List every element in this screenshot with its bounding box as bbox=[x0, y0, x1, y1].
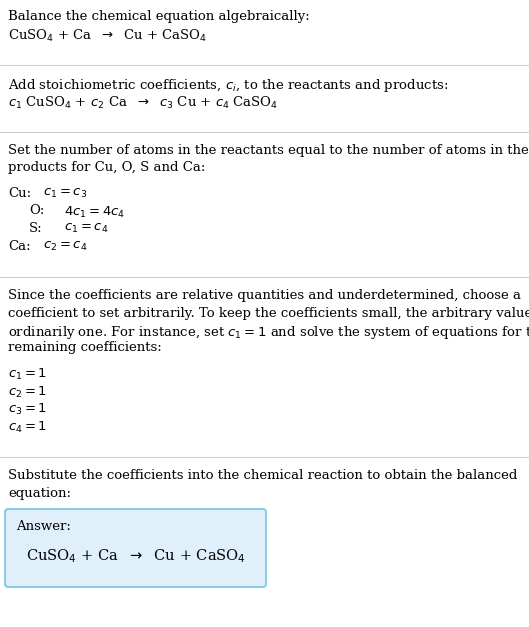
Text: remaining coefficients:: remaining coefficients: bbox=[8, 342, 162, 354]
Text: $c_2 = c_4$: $c_2 = c_4$ bbox=[43, 240, 87, 253]
Text: $c_2 = 1$: $c_2 = 1$ bbox=[8, 384, 47, 399]
Text: $4 c_1 = 4 c_4$: $4 c_1 = 4 c_4$ bbox=[64, 204, 125, 219]
FancyBboxPatch shape bbox=[5, 509, 266, 587]
Text: products for Cu, O, S and Ca:: products for Cu, O, S and Ca: bbox=[8, 162, 205, 174]
Text: coefficient to set arbitrarily. To keep the coefficients small, the arbitrary va: coefficient to set arbitrarily. To keep … bbox=[8, 307, 529, 320]
Text: S:: S: bbox=[29, 222, 43, 235]
Text: equation:: equation: bbox=[8, 487, 71, 500]
Text: O:: O: bbox=[29, 204, 44, 218]
Text: Balance the chemical equation algebraically:: Balance the chemical equation algebraica… bbox=[8, 10, 310, 23]
Text: CuSO$_4$ + Ca  $\rightarrow$  Cu + CaSO$_4$: CuSO$_4$ + Ca $\rightarrow$ Cu + CaSO$_4… bbox=[25, 547, 245, 565]
Text: ordinarily one. For instance, set $c_1 = 1$ and solve the system of equations fo: ordinarily one. For instance, set $c_1 =… bbox=[8, 324, 529, 341]
Text: CuSO$_4$ + Ca  $\rightarrow$  Cu + CaSO$_4$: CuSO$_4$ + Ca $\rightarrow$ Cu + CaSO$_4… bbox=[8, 28, 207, 44]
Text: $c_1 = c_4$: $c_1 = c_4$ bbox=[64, 222, 108, 235]
Text: Since the coefficients are relative quantities and underdetermined, choose a: Since the coefficients are relative quan… bbox=[8, 289, 521, 302]
Text: $c_1 = c_3$: $c_1 = c_3$ bbox=[43, 187, 87, 200]
Text: Answer:: Answer: bbox=[16, 520, 71, 533]
Text: $c_3 = 1$: $c_3 = 1$ bbox=[8, 402, 47, 417]
Text: Cu:: Cu: bbox=[8, 187, 31, 200]
Text: $c_1 = 1$: $c_1 = 1$ bbox=[8, 367, 47, 382]
Text: $c_1$ CuSO$_4$ + $c_2$ Ca  $\rightarrow$  $c_3$ Cu + $c_4$ CaSO$_4$: $c_1$ CuSO$_4$ + $c_2$ Ca $\rightarrow$ … bbox=[8, 95, 278, 110]
Text: Add stoichiometric coefficients, $c_i$, to the reactants and products:: Add stoichiometric coefficients, $c_i$, … bbox=[8, 77, 449, 94]
Text: $c_4 = 1$: $c_4 = 1$ bbox=[8, 419, 47, 435]
Text: Ca:: Ca: bbox=[8, 240, 31, 253]
Text: Substitute the coefficients into the chemical reaction to obtain the balanced: Substitute the coefficients into the che… bbox=[8, 469, 517, 482]
Text: Set the number of atoms in the reactants equal to the number of atoms in the: Set the number of atoms in the reactants… bbox=[8, 144, 529, 157]
